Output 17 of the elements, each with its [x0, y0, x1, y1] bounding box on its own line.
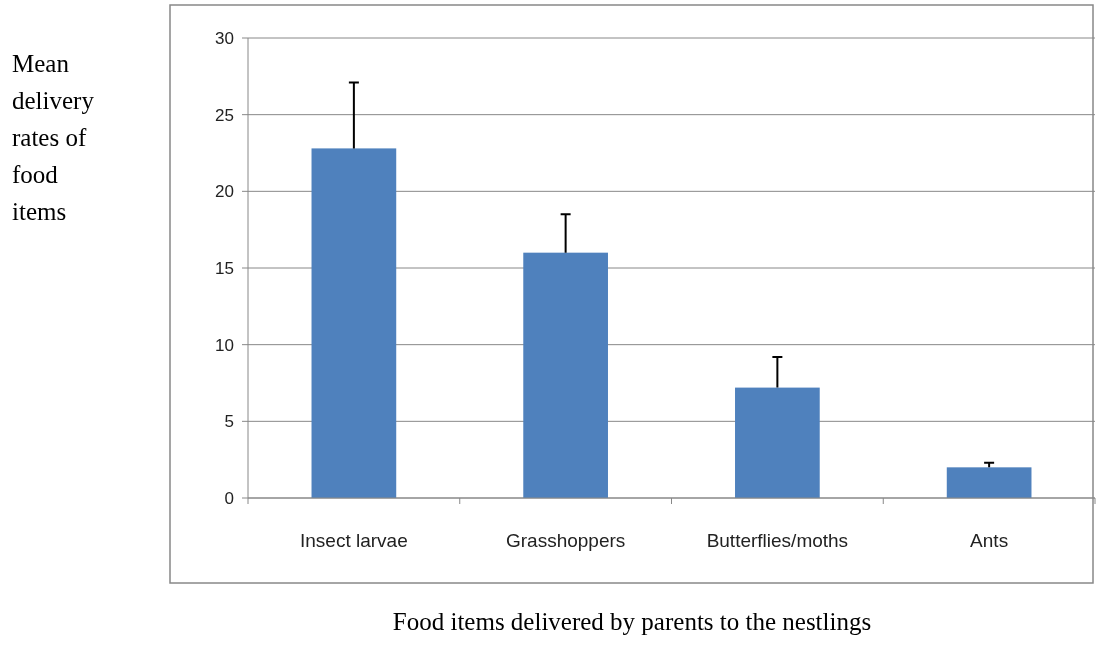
x-tick-label: Ants	[970, 530, 1009, 551]
y-tick-label: 15	[215, 258, 234, 278]
y-tick-label: 30	[215, 28, 234, 48]
y-tick-label: 5	[224, 412, 234, 432]
y-tick-label: 20	[215, 182, 234, 202]
y-tick-label: 25	[215, 105, 234, 125]
y-tick-label: 0	[224, 488, 234, 508]
bar	[311, 148, 397, 498]
x-axis-title: Food items delivered by parents to the nestlings	[392, 608, 872, 635]
bar	[946, 467, 1032, 498]
x-tick-label: Insect larvae	[300, 530, 408, 551]
bar	[523, 252, 608, 498]
y-axis-title: Mean delivery rates of food items	[12, 50, 95, 225]
bar	[735, 387, 820, 498]
x-tick-label: Grasshoppers	[505, 530, 626, 551]
y-tick-label: 10	[215, 335, 234, 355]
x-tick-label: Butterflies/moths	[706, 530, 849, 551]
